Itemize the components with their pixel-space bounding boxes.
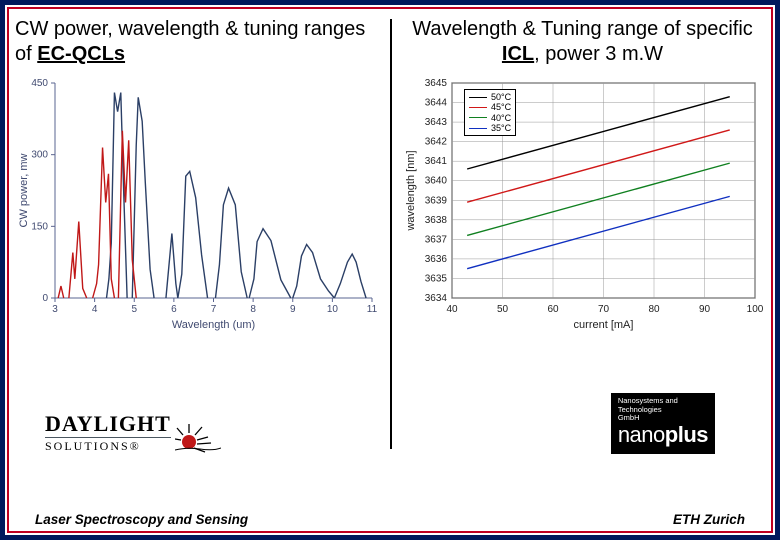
svg-text:11: 11: [367, 304, 378, 315]
svg-text:3642: 3642: [425, 137, 448, 148]
svg-text:60: 60: [547, 304, 559, 315]
svg-text:40: 40: [446, 304, 458, 315]
right-heading-suffix: , power 3 m.W: [534, 43, 663, 65]
svg-text:80: 80: [648, 304, 660, 315]
left-heading-bold: EC-QCLs: [37, 43, 125, 65]
svg-text:current [mA]: current [mA]: [574, 319, 634, 331]
svg-text:Wavelength (um): Wavelength (um): [172, 319, 255, 331]
slide-frame: CW power, wavelength & tuning ranges of …: [0, 0, 780, 540]
svg-text:150: 150: [31, 221, 48, 232]
ec-qcl-chart-svg: 3 4 5 6 7 8 9 10 11 0 150 300 450 Wavelength (um) CW p…: [15, 77, 380, 332]
nanoplus-logo: Nanosystems and Technologies GmbH nanopl…: [611, 393, 715, 454]
columns: CW power, wavelength & tuning ranges of …: [5, 5, 775, 460]
ec-qcl-chart: 3 4 5 6 7 8 9 10 11 0 150 300 450 Wavelength (um) CW p…: [15, 77, 380, 332]
svg-text:wavelength [nm]: wavelength [nm]: [405, 150, 417, 231]
footer: Laser Spectroscopy and Sensing ETH Zuric…: [5, 512, 775, 527]
svg-text:10: 10: [327, 304, 339, 315]
svg-text:5: 5: [131, 304, 137, 315]
right-heading-bold: ICL: [502, 43, 534, 65]
svg-text:CW power, mw: CW power, mw: [18, 153, 30, 227]
svg-text:6: 6: [171, 304, 177, 315]
nanoplus-top3: GmbH: [618, 414, 708, 422]
svg-text:300: 300: [31, 150, 48, 161]
daylight-logo: DAYLIGHT SOLUTIONS®: [45, 411, 245, 454]
svg-text:4: 4: [92, 304, 98, 315]
sun-icon: [175, 420, 221, 454]
svg-text:3643: 3643: [425, 117, 448, 128]
right-heading-prefix: Wavelength & Tuning range of specific: [412, 18, 753, 40]
svg-text:7: 7: [211, 304, 217, 315]
svg-text:3645: 3645: [425, 78, 448, 89]
icl-chart-legend: 50°C45°C40°C35°C: [464, 89, 516, 136]
svg-text:3636: 3636: [425, 254, 448, 265]
svg-text:3639: 3639: [425, 195, 448, 206]
icl-chart: 40 50 60 70 80 90 100 3634 3635 3636 3637 3638 3639 3…: [400, 77, 765, 332]
svg-text:3634: 3634: [425, 293, 448, 304]
svg-text:3638: 3638: [425, 215, 448, 226]
icl-chart-svg: 40 50 60 70 80 90 100 3634 3635 3636 3637 3638 3639 3…: [400, 77, 765, 332]
svg-text:70: 70: [598, 304, 610, 315]
left-heading: CW power, wavelength & tuning ranges of …: [15, 17, 380, 67]
footer-right: ETH Zurich: [673, 512, 745, 527]
right-column: Wavelength & Tuning range of specific IC…: [390, 5, 775, 460]
svg-text:450: 450: [31, 78, 48, 89]
svg-text:0: 0: [42, 293, 48, 304]
nanoplus-main-b: plus: [665, 422, 708, 447]
svg-text:3637: 3637: [425, 234, 448, 245]
svg-text:100: 100: [747, 304, 764, 315]
svg-text:3635: 3635: [425, 273, 448, 284]
svg-text:3644: 3644: [425, 98, 448, 109]
nanoplus-main-a: nano: [618, 422, 665, 447]
svg-text:3640: 3640: [425, 176, 448, 187]
svg-text:9: 9: [290, 304, 296, 315]
svg-text:50: 50: [497, 304, 509, 315]
svg-text:90: 90: [699, 304, 711, 315]
svg-text:3: 3: [52, 304, 58, 315]
daylight-logo-line2: SOLUTIONS®: [45, 437, 171, 454]
right-heading: Wavelength & Tuning range of specific IC…: [400, 17, 765, 67]
footer-left: Laser Spectroscopy and Sensing: [35, 512, 248, 527]
svg-text:8: 8: [250, 304, 256, 315]
daylight-logo-line1: DAYLIGHT: [45, 411, 171, 437]
svg-text:3641: 3641: [425, 156, 448, 167]
left-column: CW power, wavelength & tuning ranges of …: [5, 5, 390, 460]
